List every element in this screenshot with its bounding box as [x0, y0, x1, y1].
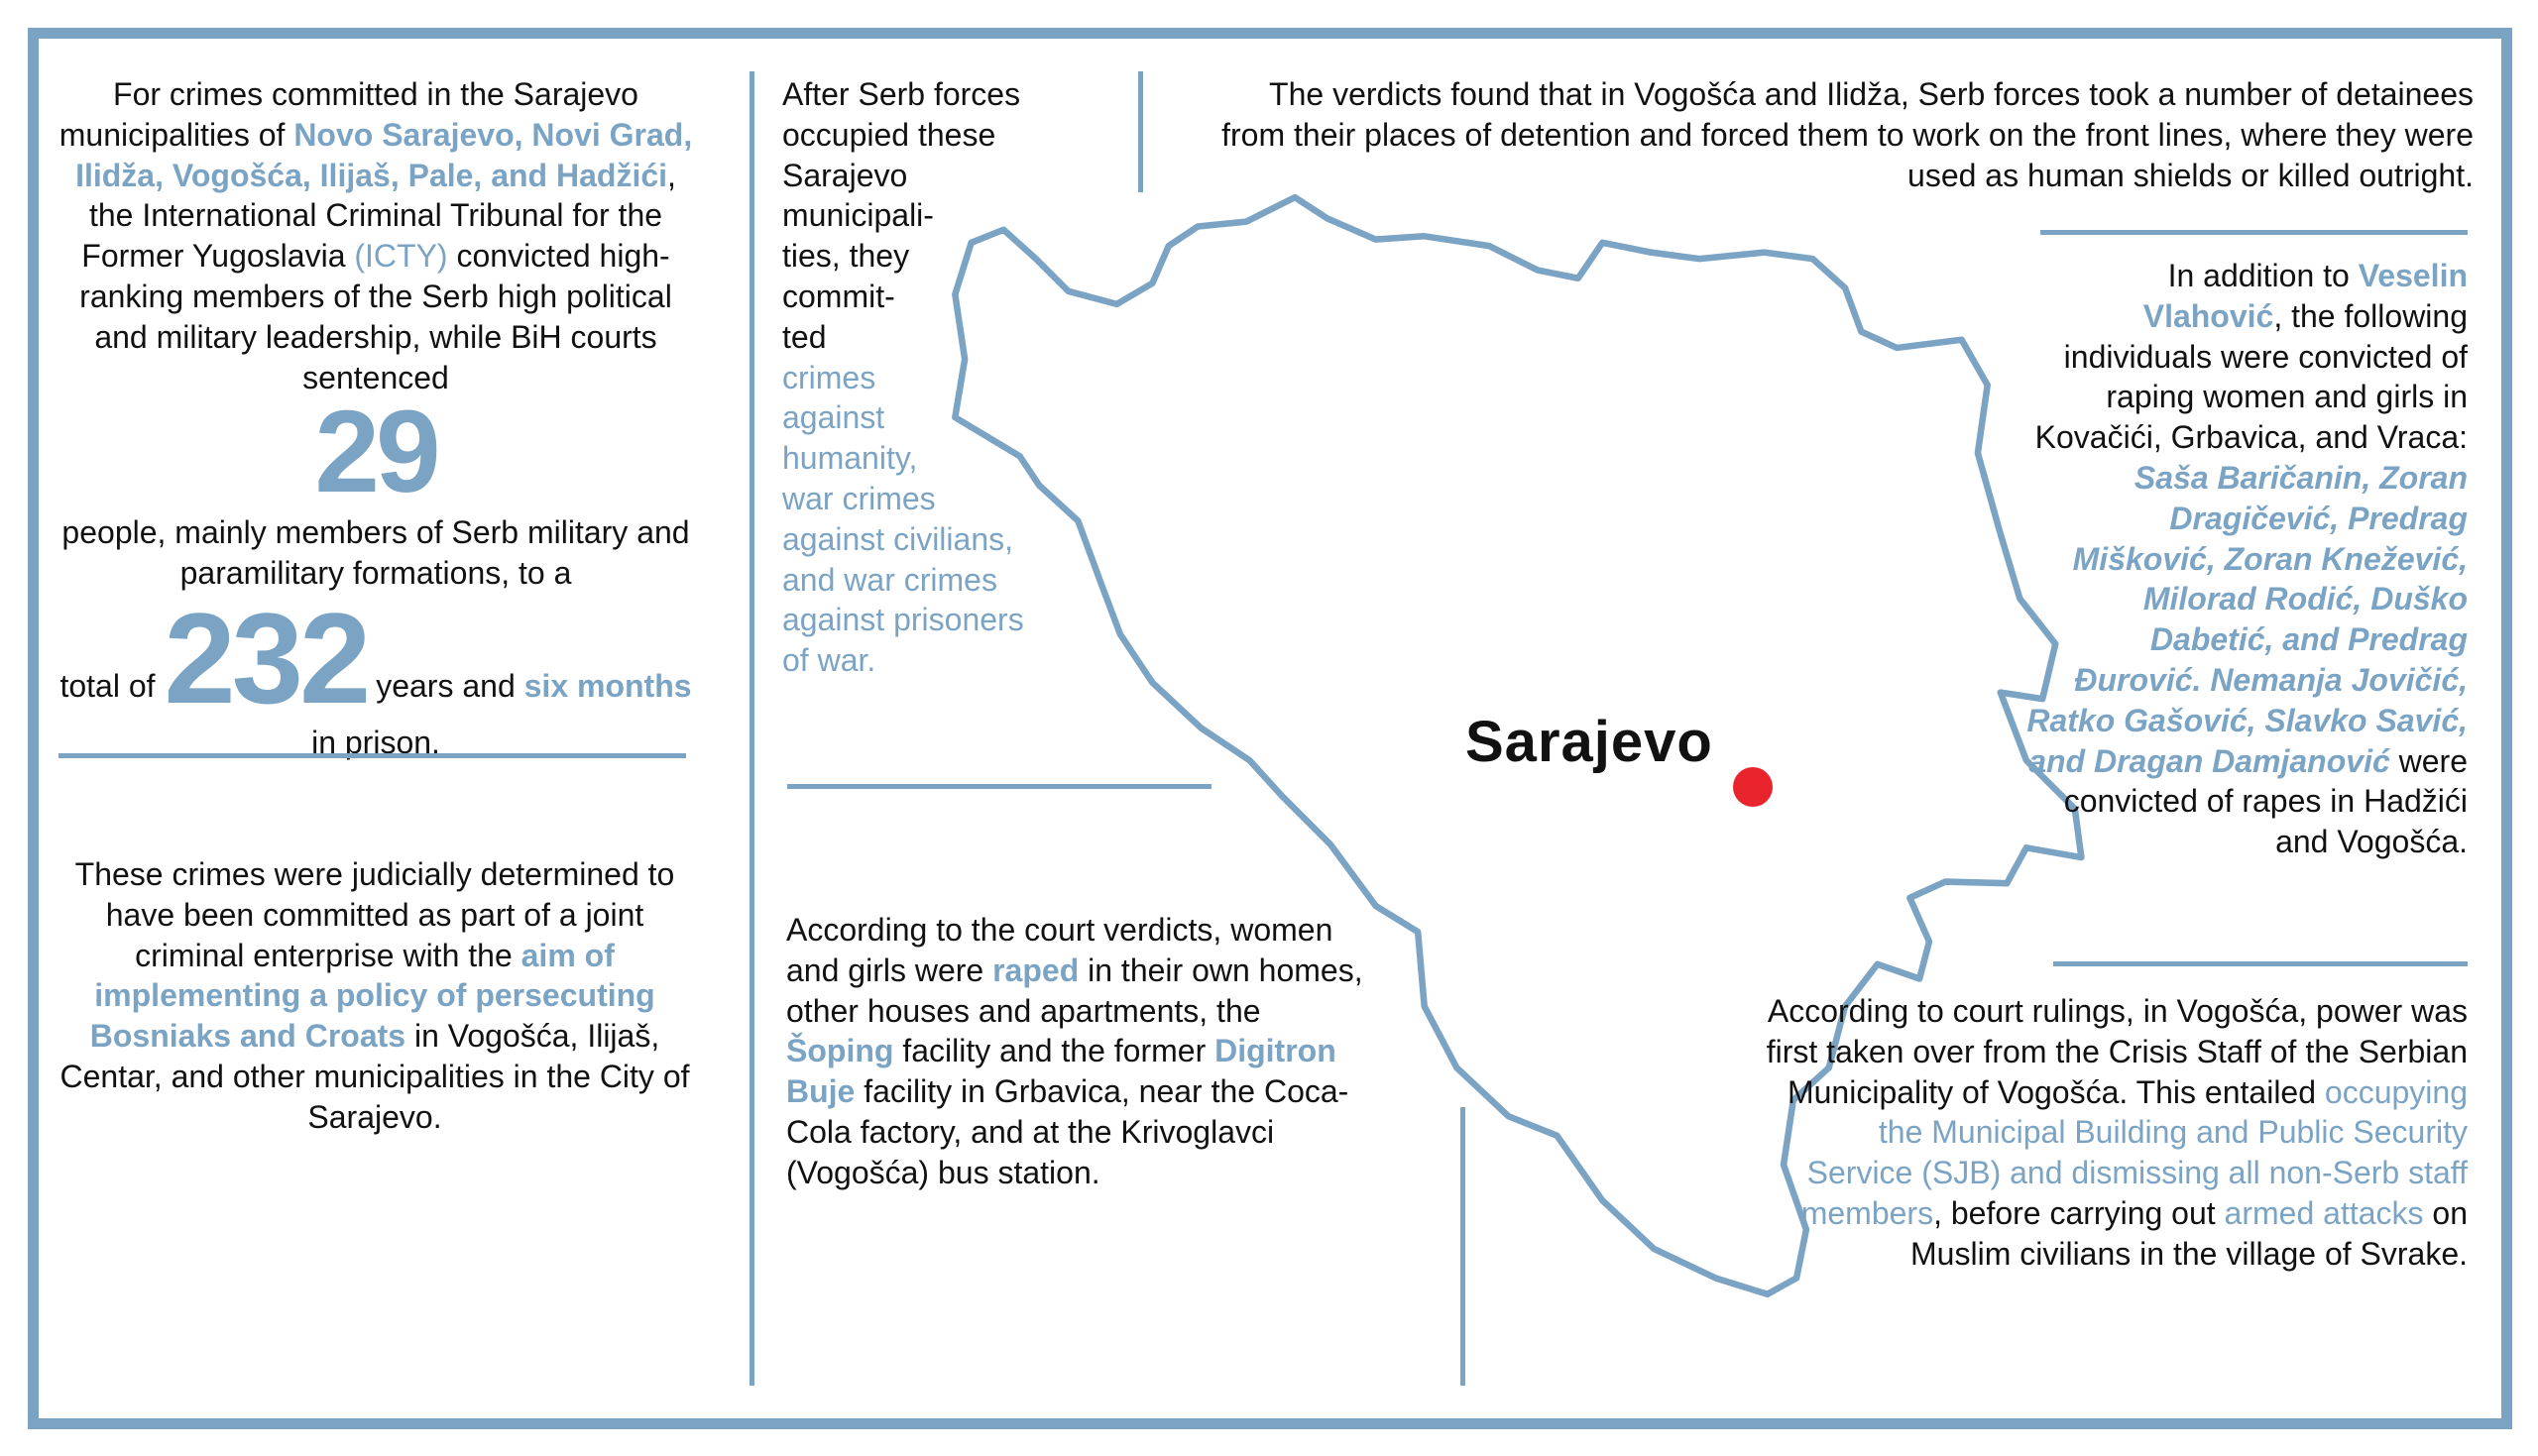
occupation-highlight: occupying the Municipal Building and Pub…: [1800, 1073, 2468, 1231]
sarajevo-marker: [1733, 767, 1773, 807]
crimes-highlight-line: against civilians,: [782, 520, 1013, 557]
crimes-highlight-line: crimes: [782, 359, 876, 395]
people-count: 29: [314, 387, 440, 518]
crimes-committed-text: After Serb forces occupied these Sarajev…: [782, 74, 1080, 681]
divider: [58, 753, 686, 758]
human-shields-text: The verdicts found that in Vogošća and I…: [1221, 76, 2474, 193]
text: in their own homes, other houses and apa…: [786, 952, 1363, 1029]
convicted-individuals-text: In addition to Veselin Vlahović, the fol…: [2022, 256, 2468, 862]
text: , before carrying out: [1933, 1194, 2225, 1231]
raped-highlight: raped: [992, 952, 1080, 988]
text-line: ties, they: [782, 238, 910, 275]
text: facility in Grbavica, near the Coca-Cola…: [786, 1073, 1349, 1190]
vogosca-takeover-text: According to court rulings, in Vogošća, …: [1765, 991, 2468, 1275]
text-line: commit-: [782, 278, 895, 314]
icty-highlight: (ICTY): [354, 238, 448, 275]
text: people, mainly members of Serb military …: [61, 514, 690, 592]
crimes-highlight-line: against: [782, 399, 885, 436]
text: According to the court verdicts, women a…: [786, 912, 1333, 988]
crimes-highlight-line: and war crimes: [782, 561, 997, 598]
text-line: After Serb forces: [782, 76, 1021, 112]
crimes-highlight-line: humanity,: [782, 440, 918, 477]
vlahovic-highlight: Veselin Vlahović: [2142, 258, 2468, 334]
infographic-frame: [28, 28, 2512, 1429]
text: in Vogošća, Ilijaš, Centar, and other mu…: [59, 1018, 690, 1135]
convicted-names-highlight: Saša Baričanin, Zoran Dragičević, Predra…: [2026, 459, 2468, 779]
persecution-highlight: aim of implementing a policy of persecut…: [89, 937, 655, 1055]
text: In addition to: [2167, 258, 2359, 293]
text: convicted high-ranking members of the Se…: [79, 238, 672, 395]
divider: [1138, 71, 1143, 192]
text: were convicted of rapes in Hadžići and V…: [2063, 742, 2468, 860]
text-line: municipali-: [782, 197, 934, 234]
divider: [750, 71, 754, 1386]
text-line: ted: [782, 318, 827, 355]
divider: [1460, 1107, 1465, 1386]
text: facility and the former: [893, 1033, 1215, 1069]
joint-criminal-enterprise-text: These crimes were judicially determined …: [58, 854, 692, 1138]
text-line: occupied these: [782, 116, 996, 153]
crimes-highlight-line: of war.: [782, 642, 876, 679]
text: on Muslim civilians in the village of Sv…: [1910, 1194, 2468, 1272]
text: , the following individuals were convict…: [2034, 297, 2468, 456]
country-border: [952, 193, 2085, 1298]
text: For crimes committed in the Sarajevo mun…: [58, 76, 638, 153]
text: , the International Criminal Tribunal fo…: [81, 157, 676, 275]
rape-locations-text: According to the court verdicts, women a…: [786, 910, 1371, 1193]
text: total of: [59, 667, 165, 704]
text: These crimes were judicially determined …: [74, 856, 675, 973]
six-months-highlight: six months: [523, 667, 692, 704]
text: According to court rulings, in Vogošća, …: [1766, 993, 2468, 1110]
sentencing-summary: For crimes committed in the Sarajevo mun…: [58, 74, 694, 763]
divider: [2040, 230, 2468, 235]
text: years and: [367, 667, 524, 704]
digitron-highlight: Digitron Buje: [786, 1033, 1336, 1110]
divider: [787, 784, 1211, 789]
crimes-highlight-line: war crimes: [782, 480, 936, 516]
armed-attacks-highlight: armed attacks: [2224, 1194, 2424, 1231]
municipalities-highlight: Novo Sarajevo, Novi Grad, Ilidža, Vogošć…: [75, 116, 693, 193]
soping-highlight: Šoping: [786, 1033, 894, 1069]
years-count: 232: [164, 585, 371, 730]
sarajevo-label: Sarajevo: [1465, 710, 1713, 774]
crimes-highlight-line: against prisoners: [782, 602, 1024, 638]
text-line: Sarajevo: [782, 157, 908, 193]
divider: [2053, 961, 2468, 966]
